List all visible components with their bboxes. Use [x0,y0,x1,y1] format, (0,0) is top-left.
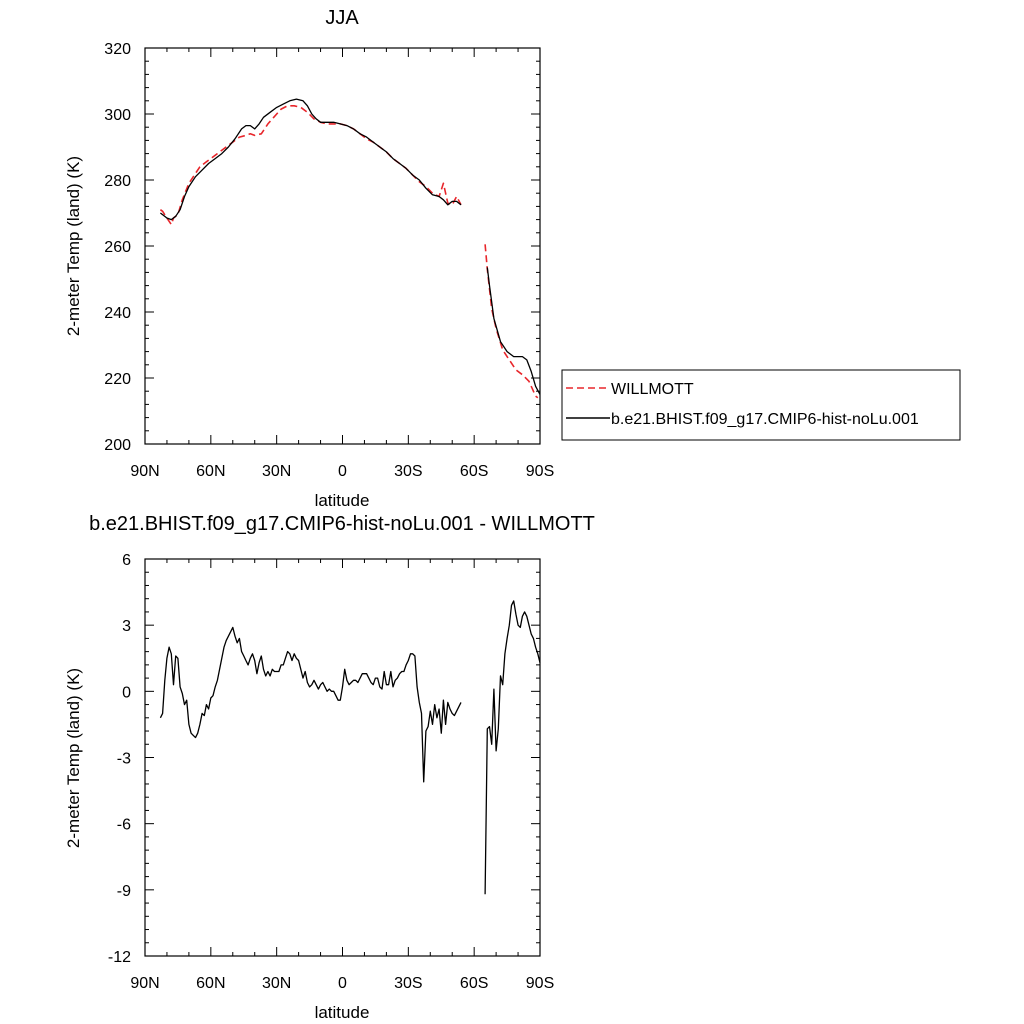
y-tick-label: -12 [108,949,131,966]
x-tick-label: 0 [338,463,347,480]
x-tick-label: 90N [130,463,159,480]
x-tick-label: 90N [130,975,159,992]
plot-frame [144,47,541,445]
x-tick-label: 30N [262,975,291,992]
legend: WILLMOTT b.e21.BHIST.f09_g17.CMIP6-hist-… [561,369,961,441]
x-tick-label: 0 [338,975,347,992]
chart-title: b.e21.BHIST.f09_g17.CMIP6-hist-noLu.001 … [89,513,595,535]
y-axis-label: 2-meter Temp (land) (K) [64,156,83,336]
legend-box [561,369,961,441]
x-axis-label: latitude [315,491,370,510]
y-tick-label: 6 [122,552,131,569]
plot-frame [144,558,541,957]
series-line-b-e21-bhist-f09-g17-cmip6-hist-nolu-001-segment-1 [486,267,541,395]
x-tick-label: 60S [460,463,488,480]
y-tick-label: -6 [117,817,131,834]
chart-difference: b.e21.BHIST.f09_g17.CMIP6-hist-noLu.001 … [64,513,595,1022]
y-tick-label: -9 [117,883,131,900]
y-tick-label: 220 [104,371,131,388]
x-tick-label: 60N [196,975,225,992]
y-tick-label: 300 [104,107,131,124]
y-tick-label: 320 [104,41,131,58]
chart-jja: JJA 200 220 240 260 280 300 320 90N 60N 30N 0 30S 60… [64,7,961,510]
legend-label-willmott: WILLMOTT [611,381,694,398]
x-tick-label: 30S [394,463,422,480]
x-tick-label: 60N [196,463,225,480]
axes: -12 -9 -6 -3 0 3 6 90N 60N 30N 0 30S 60S 90S [108,552,554,992]
series-group [159,98,541,399]
x-tick-label: 90S [526,975,554,992]
series-line-difference-segment-0 [159,626,462,783]
series-group [159,600,541,895]
chart-title: JJA [325,7,359,29]
y-tick-label: 200 [104,437,131,454]
y-tick-label: 280 [104,173,131,190]
y-tick-label: -3 [117,751,131,768]
series-line-b-e21-bhist-f09-g17-cmip6-hist-nolu-001-segment-0 [160,98,462,221]
x-axis-label: latitude [315,1003,370,1022]
y-tick-label: 0 [122,684,131,701]
x-tick-label: 60S [460,975,488,992]
y-tick-label: 240 [104,305,131,322]
x-tick-label: 30N [262,463,291,480]
y-tick-label: 3 [122,618,131,635]
y-tick-label: 260 [104,239,131,256]
legend-label-model: b.e21.BHIST.f09_g17.CMIP6-hist-noLu.001 [611,411,919,428]
axes: 200 220 240 260 280 300 320 90N 60N 30N 0 30S 60S 90S [104,41,554,480]
y-axis-label: 2-meter Temp (land) (K) [64,668,83,848]
x-tick-label: 90S [526,463,554,480]
x-tick-label: 30S [394,975,422,992]
series-line-willmott-segment-1 [484,244,539,399]
series-line-difference-segment-1 [484,600,541,895]
series-line-willmott-segment-0 [159,105,462,226]
